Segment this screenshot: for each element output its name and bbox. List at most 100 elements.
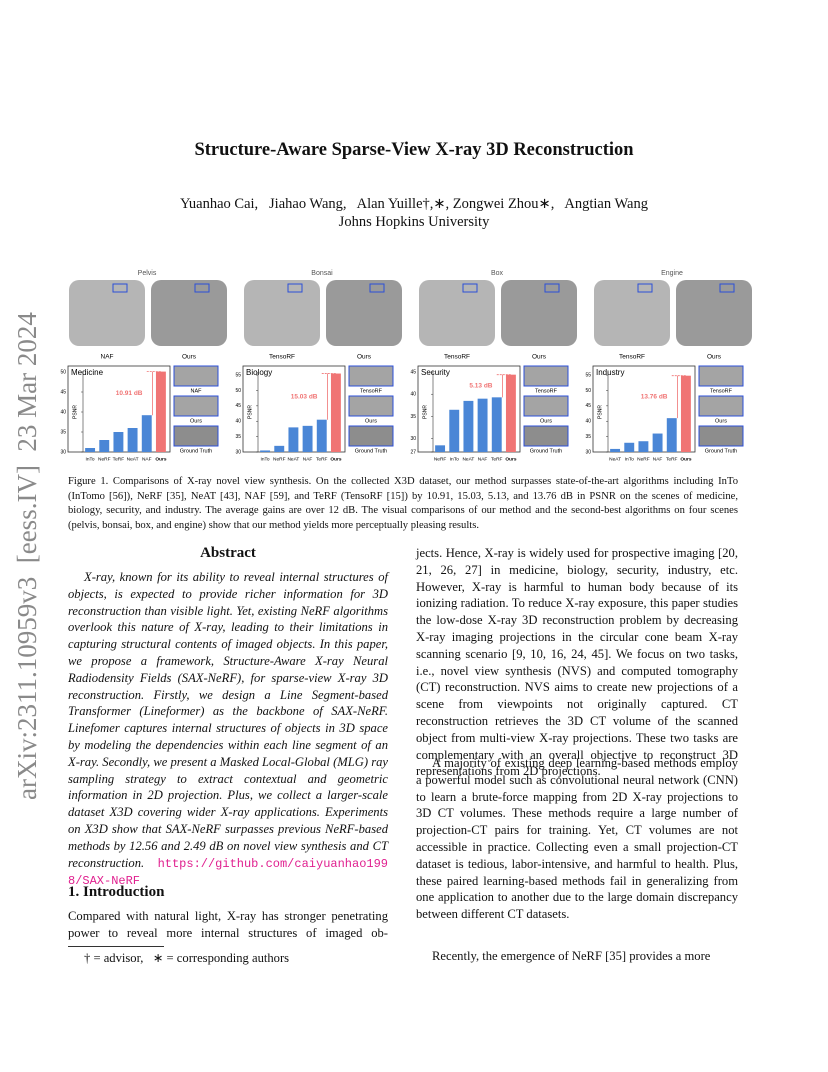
bar (435, 445, 446, 452)
bar (141, 415, 152, 452)
bar (477, 398, 488, 452)
y-tick-label: 45 (585, 403, 591, 409)
title: Structure-Aware Sparse-View X-ray 3D Rec… (194, 140, 634, 160)
x-tick-label: TeRF (113, 456, 125, 462)
x-tick-label: NeRF (273, 456, 286, 462)
bar (85, 448, 96, 452)
thumbnail-label: Ground Truth (705, 448, 737, 454)
y-tick-label: 50 (60, 369, 66, 375)
x-tick-label: Ours (330, 456, 342, 462)
panel-label: Bonsai (311, 270, 333, 277)
x-tick-label: InTo (450, 456, 459, 462)
bar (638, 441, 649, 452)
zoom-box (719, 283, 735, 293)
x-tick-label: Ours (505, 456, 517, 462)
thumbnail-label: Ground Truth (355, 448, 387, 454)
y-tick-label: 40 (585, 419, 591, 425)
y-axis-label: PSNR (247, 405, 253, 419)
image-label: TensoRF (269, 354, 295, 361)
image-label: TensoRF (444, 354, 470, 361)
image-label: Ours (532, 354, 547, 361)
x-tick-label: InTo (261, 456, 270, 462)
y-tick-label: 27 (410, 449, 416, 455)
chart-title: Medicine (71, 368, 104, 377)
thumbnail (348, 365, 394, 387)
panel-label: Box (491, 270, 504, 277)
x-tick-label: NeAT (462, 456, 474, 462)
y-tick-label: 55 (235, 372, 241, 378)
affiliation: Johns Hopkins University (338, 214, 490, 230)
bar (491, 397, 502, 452)
y-tick-label: 35 (60, 429, 66, 435)
authors: Yuanhao Cai, Jiahao Wang, Alan Yuille†,∗… (180, 196, 648, 212)
link[interactable]: https://github.com/caiyuanhao1998/SAX-Ne… (68, 856, 388, 889)
thumbnail-label: Ours (365, 418, 377, 424)
y-tick-label: 30 (60, 449, 66, 455)
y-tick-label: 50 (235, 388, 241, 394)
bar (505, 374, 516, 452)
thumbnail (173, 425, 219, 447)
y-tick-label: 35 (585, 434, 591, 440)
x-tick-label: TeRF (666, 456, 678, 462)
paragraph: A majority of existing deep learning-bas… (416, 756, 738, 922)
y-tick-label: 45 (410, 369, 416, 375)
zoom-box (637, 283, 653, 293)
x-tick-label: InTo (625, 456, 634, 462)
x-tick-label: TeRF (491, 456, 503, 462)
thumbnail (173, 365, 219, 387)
bar (113, 432, 124, 452)
image (676, 280, 752, 346)
thumbnail-label: NAF (191, 388, 203, 394)
thumbnail (698, 395, 744, 417)
abstract: X-ray, known for its ability to reveal i… (68, 569, 388, 890)
x-tick-label: NeRF (98, 456, 111, 462)
bar (302, 425, 313, 452)
footnote: † = advisor, ∗ = corresponding authors (84, 951, 290, 965)
zoom-box (287, 283, 303, 293)
footnote-rule (68, 946, 164, 947)
x-tick-label: NAF (142, 456, 152, 462)
thumbnail-label: Ground Truth (530, 448, 562, 454)
thumbnail (173, 395, 219, 417)
bar (127, 428, 138, 452)
abstract-text: X-ray, known for its ability to reveal i… (68, 570, 388, 870)
y-tick-label: 30 (410, 436, 416, 442)
thumbnail (348, 395, 394, 417)
zoom-box (462, 283, 478, 293)
image (501, 280, 577, 346)
bar (666, 418, 677, 452)
abstract-heading: Abstract (200, 545, 256, 561)
image (419, 280, 495, 346)
chart-title: Biology (246, 368, 272, 377)
bar (463, 400, 474, 452)
x-tick-label: Ours (155, 456, 167, 462)
zoom-box (544, 283, 560, 293)
y-tick-label: 40 (60, 409, 66, 415)
y-tick-label: 40 (235, 419, 241, 425)
thumbnail (698, 365, 744, 387)
thumbnail-label: Ours (715, 418, 727, 424)
bar (260, 450, 271, 452)
y-tick-label: 55 (585, 372, 591, 378)
image (594, 280, 670, 346)
bar (99, 440, 110, 452)
bar (330, 373, 341, 452)
caption: Figure 1. Comparisons of X-ray novel vie… (68, 476, 738, 531)
x-tick-label: NeAT (127, 456, 139, 462)
y-tick-label: 30 (235, 449, 241, 455)
y-tick-label: 40 (410, 392, 416, 398)
y-tick-label: 30 (585, 449, 591, 455)
paragraph: Recently, the emergence of NeRF [35] pro… (432, 949, 711, 963)
y-axis-label: PSNR (597, 405, 603, 419)
x-tick-label: TeRF (316, 456, 328, 462)
image (326, 280, 402, 346)
bar (624, 442, 635, 452)
image (151, 280, 227, 346)
image-label: Ours (182, 354, 197, 361)
x-tick-label: NAF (478, 456, 488, 462)
y-axis-label: PSNR (72, 405, 78, 419)
bar (610, 448, 621, 452)
thumbnail (523, 425, 569, 447)
